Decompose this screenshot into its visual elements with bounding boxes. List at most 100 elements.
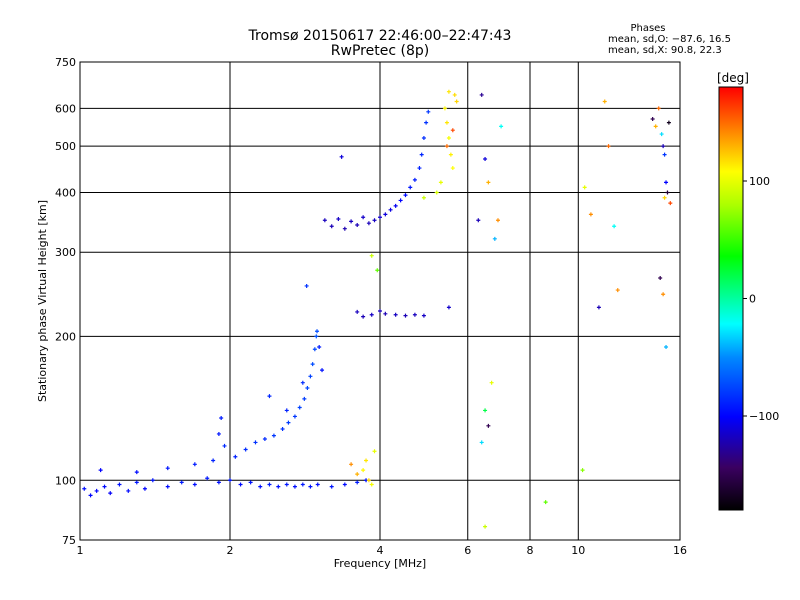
data-point [108,491,113,496]
data-point [228,478,232,483]
data-point [305,385,310,390]
y-axis-label: Stationary phase Virtual Height [km] [36,200,49,402]
data-point [419,152,424,157]
data-point [88,493,93,498]
data-point [588,212,593,217]
data-point [280,427,285,432]
data-point [134,480,139,485]
colorbar-tick-label: 100 [749,175,770,188]
plot-area: 1 2 4 6 8 10 16 75 100 200 300 400 500 600 750 [55,56,687,557]
data-point [315,329,320,334]
data-point [284,408,289,413]
colorbar-ticks: 100 0 −100 [743,175,779,423]
data-point [355,309,360,314]
data-point [336,217,341,222]
data-point [262,436,267,441]
data-point [267,394,272,399]
x-axis-ticks: 1 2 4 6 8 10 16 [77,544,688,557]
data-point [661,292,666,297]
data-point [421,136,426,141]
colorbar-tick-label: −100 [749,410,779,423]
phases-line-x: mean, sd,X: 90.8, 22.3 [608,45,722,56]
data-point [271,433,276,438]
data-point [450,128,455,133]
data-point [310,362,315,367]
data-point [383,311,388,316]
data-point [286,420,291,425]
data-point [615,288,620,293]
data-point [98,468,103,473]
data-point [355,480,360,485]
data-point [446,89,451,94]
data-point [342,482,347,487]
data-point [248,480,253,485]
data-point [222,443,227,448]
data-point [253,440,258,445]
y-axis-ticks: 75 100 200 300 400 500 600 750 [55,56,76,547]
data-point [444,144,449,149]
data-point [349,462,354,467]
data-point [308,484,313,489]
data-point [315,482,320,487]
data-point [339,154,344,159]
data-point [205,476,210,481]
data-point [446,136,451,141]
data-point [403,313,408,318]
data-point [606,144,611,149]
data-point [378,215,382,220]
data-point [312,347,317,352]
data-point [661,144,666,149]
x-axis-label: Frequency [MHz] [334,557,426,570]
y-tick-label: 400 [55,186,76,199]
data-point [412,312,417,317]
data-point [543,500,548,505]
data-point [393,203,398,208]
data-point [664,180,669,185]
data-point [495,218,500,223]
data-point [366,478,371,483]
data-point [499,124,504,129]
data-point [142,486,147,491]
data-point [388,207,393,212]
x-tick-label: 6 [464,544,471,557]
data-point [658,275,663,280]
data-point [372,449,377,454]
data-point [317,345,322,350]
data-point [179,480,184,485]
data-point [102,484,107,489]
data-point [476,218,481,223]
x-tick-label: 8 [527,544,534,557]
data-point [117,482,122,487]
data-point [243,447,248,452]
data-point [126,488,131,493]
data-point [417,166,422,171]
data-point [233,454,238,459]
data-point [192,482,197,487]
data-point [267,482,272,487]
data-point [434,190,439,195]
colorbar-tick-label: 0 [749,293,756,306]
data-point [668,201,673,206]
data-point [292,484,297,489]
data-point [662,195,667,200]
data-point [355,223,360,228]
data-point [398,198,403,203]
colorbar [718,86,744,511]
data-point [412,177,417,182]
data-point [452,92,457,97]
data-point [444,120,449,125]
data-point [349,219,354,224]
data-point [165,466,170,471]
data-point [421,195,426,200]
data-point [393,312,398,317]
data-point [361,314,366,319]
data-point [94,488,99,493]
data-point [308,374,313,379]
data-point [650,116,655,121]
data-point [580,468,585,473]
data-point [292,414,297,419]
y-tick-label: 75 [62,534,76,547]
data-point [300,380,305,385]
y-tick-label: 500 [55,140,76,153]
